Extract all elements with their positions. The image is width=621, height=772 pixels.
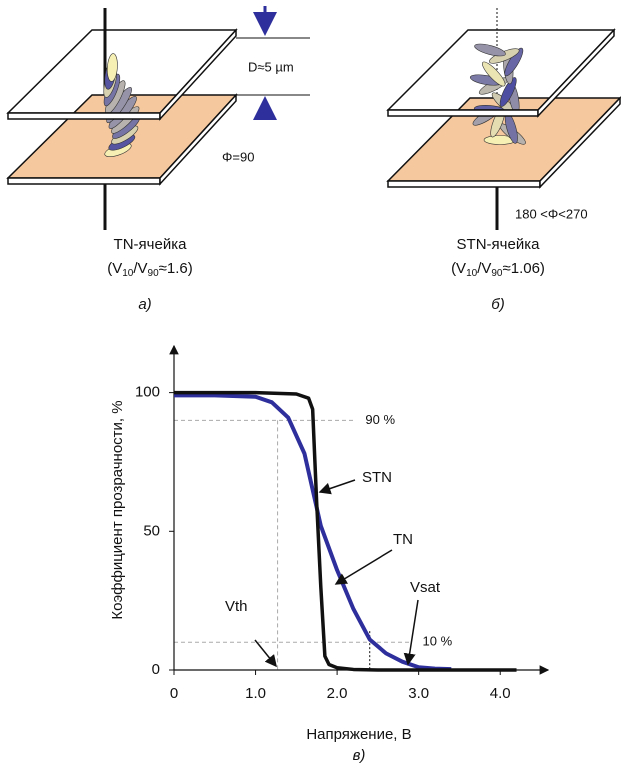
y-tick-label: 0 <box>152 661 160 678</box>
plate-edge <box>539 96 621 189</box>
annotation-arrow <box>403 599 419 666</box>
molecule <box>499 77 517 107</box>
plate-edge <box>7 177 161 185</box>
molecule <box>482 61 506 87</box>
x-tick-label: 2.0 <box>327 685 348 702</box>
ratio-label: (V10/V90≈1.6) <box>107 260 193 279</box>
series-line <box>174 390 517 672</box>
angle-label: 180 <Φ<270 <box>515 206 588 221</box>
cell-label: TN-ячейка <box>114 236 188 253</box>
annotation-arrow <box>334 549 393 585</box>
plate-edge <box>159 93 237 186</box>
annotation: STN <box>362 469 392 486</box>
chart: Напряжение, В в) Коэффициент прозрачност… <box>109 344 550 764</box>
annotation-arrow <box>254 639 277 668</box>
molecule <box>504 47 524 77</box>
reference-label: 90 % <box>365 412 395 427</box>
molecule <box>106 53 118 82</box>
ratio-label: (V10/V90≈1.06) <box>451 260 545 279</box>
annotation-arrow <box>318 479 356 495</box>
angle-label: Φ=90 <box>222 149 254 164</box>
y-tick-label: 50 <box>143 522 160 539</box>
ratio-part: /V <box>133 260 147 277</box>
plate-edge <box>537 28 615 118</box>
ratio-part: (V <box>107 260 122 277</box>
annotation: Vth <box>225 598 248 615</box>
caption: б) <box>491 296 504 313</box>
ratio-part: 10 <box>122 268 134 279</box>
caption: в) <box>353 747 366 764</box>
ratio-part: 90 <box>148 268 160 279</box>
plate-edge <box>387 180 541 188</box>
x-axis-label: Напряжение, В <box>306 726 411 743</box>
ratio-part: 90 <box>491 268 503 279</box>
annotation: Vsat <box>410 579 441 596</box>
cell-label: STN-ячейка <box>457 236 541 253</box>
x-tick-label: 0 <box>170 685 178 702</box>
ratio-part: /V <box>477 260 491 277</box>
gap-label: D≈5 µm <box>248 59 294 74</box>
plate-edge <box>159 28 237 121</box>
annotation: TN <box>393 531 413 548</box>
molecule <box>474 43 506 57</box>
plate-edge <box>7 112 161 120</box>
reference-label: 10 % <box>423 634 453 649</box>
ratio-part: ≈1.6) <box>159 260 193 277</box>
plate-edge <box>387 109 539 117</box>
x-tick-label: 4.0 <box>490 685 511 702</box>
x-tick-label: 1.0 <box>245 685 266 702</box>
ratio-part: ≈1.06) <box>503 260 545 277</box>
x-tick-label: 3.0 <box>408 685 429 702</box>
y-tick-label: 100 <box>135 384 160 401</box>
cell-diagrams: D≈5 µm Φ=90 TN-ячейка (V10/V90≈1.6) а) 1… <box>6 6 621 313</box>
caption: а) <box>138 296 151 313</box>
ratio-part: (V <box>451 260 466 277</box>
ratio-part: 10 <box>466 268 478 279</box>
y-axis-label: Коэффициент прозрачности, % <box>109 400 126 619</box>
